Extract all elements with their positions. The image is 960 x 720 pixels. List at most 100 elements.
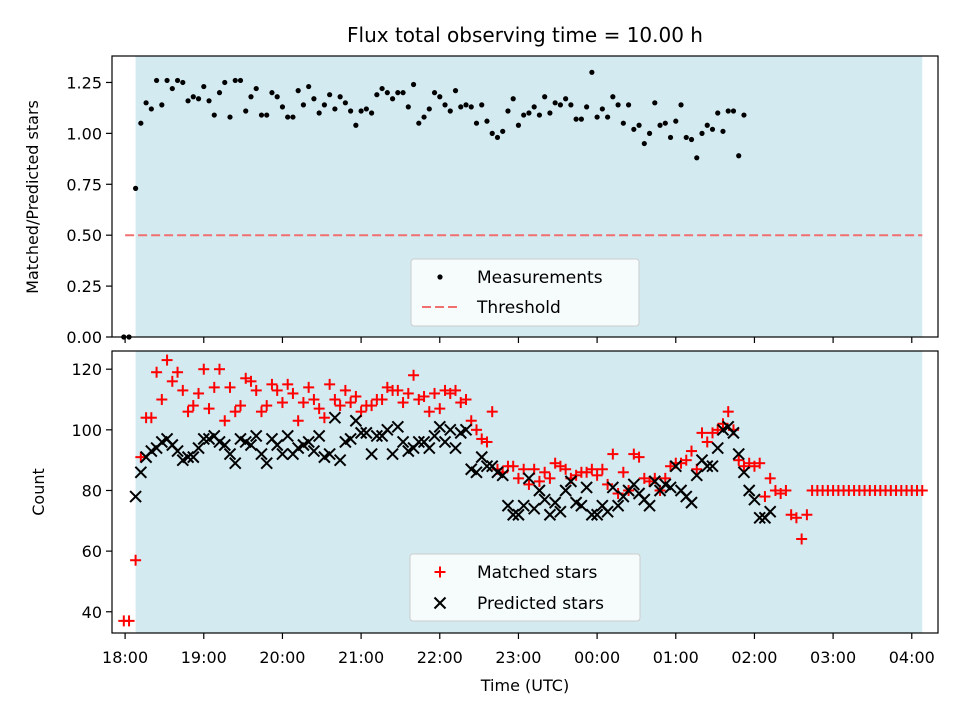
matched-star-point [481, 436, 493, 448]
matched-star-point [602, 478, 614, 490]
measurement-point [489, 130, 495, 136]
measurement-point [133, 185, 139, 191]
measurement-point [463, 102, 469, 108]
predicted-star-point [307, 444, 321, 458]
y-tick-label: 1.00 [66, 124, 102, 143]
count-axes: 40 60 80 100 120 18:00 19:00 20:00 21:00 22:00 23:… [71, 350, 939, 667]
matched-star-point [764, 472, 776, 484]
matched-star-point [313, 403, 325, 415]
predicted-star-point [590, 508, 604, 521]
measurement-point [678, 102, 684, 108]
measurement-point [185, 98, 191, 104]
measurement-point [164, 77, 170, 84]
predicted-star-point [538, 493, 551, 506]
measurement-point [405, 104, 411, 110]
predicted-star-point [187, 450, 200, 464]
matched-star-point [182, 406, 194, 418]
legend-label: Threshold [476, 298, 561, 318]
predicted-star-point [171, 444, 184, 458]
measurement-point [720, 128, 726, 134]
legend-marker-matched [434, 566, 446, 578]
measurement-point [337, 94, 343, 100]
matched-star-point [418, 390, 430, 402]
predicted-star-point [360, 426, 373, 440]
measurement-point [473, 120, 480, 126]
matched-star-point [507, 460, 519, 472]
predicted-star-point [506, 508, 520, 521]
matched-star-point [790, 512, 802, 524]
predicted-star-point [197, 432, 210, 446]
matched-star-point [123, 615, 135, 627]
predicted-star-point [218, 438, 231, 452]
x-tick-label: 00:00 [574, 648, 620, 667]
measurement-point [599, 106, 605, 112]
matched-star-point [261, 400, 273, 412]
measurement-point [625, 102, 632, 108]
matched-star-point [796, 533, 808, 545]
measurement-point [327, 92, 333, 98]
measurement-point [363, 106, 369, 112]
measurement-point [510, 96, 516, 102]
measurement-point [243, 108, 249, 114]
matched-star-point [161, 354, 173, 366]
matched-star-point [392, 384, 404, 396]
matched-star-point [193, 387, 205, 399]
measurement-point [730, 108, 737, 114]
measurement-point [437, 94, 443, 100]
measurement-point [431, 90, 438, 96]
measurement-point [353, 122, 359, 128]
measurement-point [694, 155, 700, 161]
measurement-point [332, 106, 338, 112]
y-tick-label: 100 [71, 421, 102, 440]
y-tick-label: 120 [71, 360, 102, 379]
predicted-star-point [276, 447, 289, 461]
measurement-point [389, 96, 396, 102]
measurement-point [662, 120, 668, 126]
measurement-point [195, 96, 202, 102]
matched-star-point [460, 394, 472, 406]
measurement-point [295, 88, 301, 94]
matched-star-point [429, 387, 441, 399]
axes-frame [111, 55, 939, 338]
measurement-point [468, 104, 474, 110]
measurement-point [216, 90, 223, 96]
predicted-star-point [690, 469, 703, 482]
measurement-point [452, 88, 459, 94]
predicted-star-point [438, 435, 452, 449]
matched-star-point [166, 375, 178, 387]
measurement-point [253, 85, 259, 92]
measurement-point [143, 100, 149, 106]
matched-star-point [680, 454, 692, 466]
predicted-star-point [533, 484, 546, 497]
matched-star-point [329, 394, 341, 406]
predicted-star-point [554, 505, 567, 518]
measurement-point [227, 114, 233, 120]
measurement-point [274, 94, 280, 100]
x-tick-label: 21:00 [338, 648, 384, 667]
measurement-point [589, 69, 595, 75]
measurement-point [615, 102, 621, 108]
matched-star-point [722, 406, 734, 418]
matched-star-point [135, 451, 147, 463]
measurement-point [416, 120, 422, 126]
predicted-star-point [255, 447, 268, 461]
matched-star-point [208, 381, 220, 393]
measurement-point [657, 122, 663, 128]
matched-star-point [177, 384, 189, 396]
predicted-star-point [349, 414, 363, 427]
matched-star-point [130, 554, 142, 566]
measurement-point [699, 130, 705, 136]
measurement-point [500, 128, 506, 134]
matched-star-point [156, 394, 168, 406]
measurement-point [222, 79, 228, 86]
matched-star-point [686, 445, 698, 457]
matched-star-point [701, 436, 713, 448]
legend: Matched stars Predicted stars [409, 553, 641, 622]
predicted-star-point [223, 447, 237, 461]
predicted-star-point [606, 481, 620, 494]
measurement-point [232, 77, 238, 84]
matched-star-point [297, 397, 309, 409]
matched-star-point [187, 400, 199, 412]
measurement-point [159, 102, 165, 108]
